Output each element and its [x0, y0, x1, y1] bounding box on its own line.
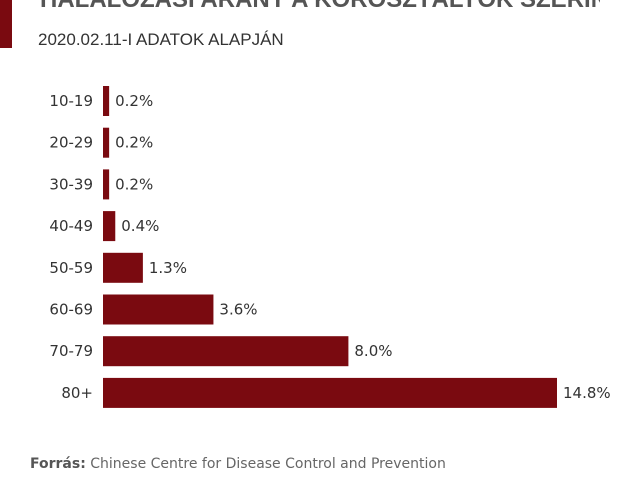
- bar-80+: [103, 377, 557, 408]
- bar-40-49: [103, 211, 116, 242]
- bar-60-69: [103, 294, 214, 325]
- category-label-50-59: 50-59: [49, 259, 93, 277]
- category-label-30-39: 30-39: [49, 175, 93, 193]
- bar-chart: 10-19 0.2% 20-29 0.2% 30-39 0.2% 40-49 0.4% 50-5…: [49, 86, 611, 408]
- category-label-40-49: 40-49: [49, 217, 93, 235]
- title-accent-bar: [0, 0, 12, 48]
- value-label-70-79: 8.0%: [354, 342, 392, 360]
- value-label-50-59: 1.3%: [149, 259, 187, 277]
- value-label-60-69: 3.6%: [219, 301, 257, 319]
- category-label-20-29: 20-29: [49, 134, 93, 152]
- chart-title: HALÁLOZÁSI ARÁNY A KOROSZTÁLYOK SZERINT: [40, 0, 600, 10]
- value-label-40-49: 0.4%: [121, 217, 159, 235]
- source-text: Chinese Centre for Disease Control and P…: [90, 456, 446, 472]
- bar-30-39: [103, 169, 110, 200]
- category-label-10-19: 10-19: [49, 92, 93, 110]
- category-label-80+: 80+: [61, 384, 93, 402]
- source-label: Forrás:: [30, 456, 86, 472]
- category-label-70-79: 70-79: [49, 342, 93, 360]
- category-label-60-69: 60-69: [49, 301, 93, 319]
- chart-subtitle: 2020.02.11-I ADATOK ALAPJÁN: [38, 30, 284, 49]
- value-label-30-39: 0.2%: [115, 175, 153, 193]
- bar-70-79: [103, 336, 349, 367]
- bar-10-19: [103, 86, 110, 116]
- value-label-10-19: 0.2%: [115, 92, 153, 110]
- value-label-80+: 14.8%: [563, 384, 611, 402]
- bar-50-59: [103, 252, 143, 283]
- bar-20-29: [103, 127, 110, 158]
- source-note: Forrás: Chinese Centre for Disease Contr…: [30, 456, 446, 472]
- value-label-20-29: 0.2%: [115, 134, 153, 152]
